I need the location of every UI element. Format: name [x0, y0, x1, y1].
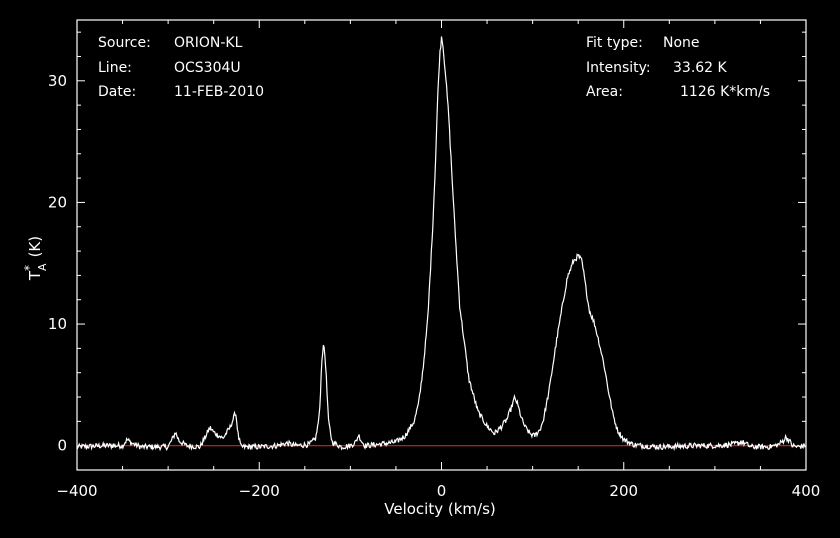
y-axis-label-unit: (K) — [26, 236, 44, 258]
source-value: ORION-KL — [174, 35, 243, 51]
plot-frame — [76, 19, 807, 471]
area-value: 1126 K*km/s — [680, 84, 771, 100]
fit-type-value: None — [663, 35, 700, 51]
intensity-key: Intensity: — [586, 60, 651, 76]
fit-type-key: Fit type: — [586, 35, 643, 51]
spectrum-line — [76, 36, 806, 452]
tick-labels: −400 −200 0 200 400 0 10 20 30 — [48, 72, 820, 500]
y-tick-label: 0 — [57, 437, 67, 455]
y-tick-label: 30 — [48, 72, 67, 90]
y-axis-label-sup: * — [22, 265, 36, 271]
y-axis-label: T*A (K) — [22, 236, 49, 281]
line-key: Line: — [98, 60, 132, 76]
x-axis-label: Velocity (km/s) — [384, 500, 495, 518]
y-axis-label-main: T — [26, 270, 44, 281]
source-key: Source: — [98, 35, 151, 51]
area-key: Area: — [586, 84, 623, 100]
x-tick-label: 200 — [609, 482, 638, 500]
date-value: 11-FEB-2010 — [174, 84, 265, 100]
intensity-value: 33.62 K — [673, 60, 727, 76]
y-tick-label: 20 — [48, 193, 67, 211]
svg-text:T*A(K): T*A (K) — [22, 236, 49, 281]
x-tick-label: 400 — [792, 482, 821, 500]
x-tick-label: −400 — [56, 482, 97, 500]
y-tick-label: 10 — [48, 315, 67, 333]
y-axis-label-sub: A — [36, 263, 49, 271]
line-value: OCS304U — [174, 60, 241, 76]
x-tick-label: −200 — [239, 482, 280, 500]
date-key: Date: — [98, 84, 137, 100]
x-tick-label: 0 — [437, 482, 447, 500]
